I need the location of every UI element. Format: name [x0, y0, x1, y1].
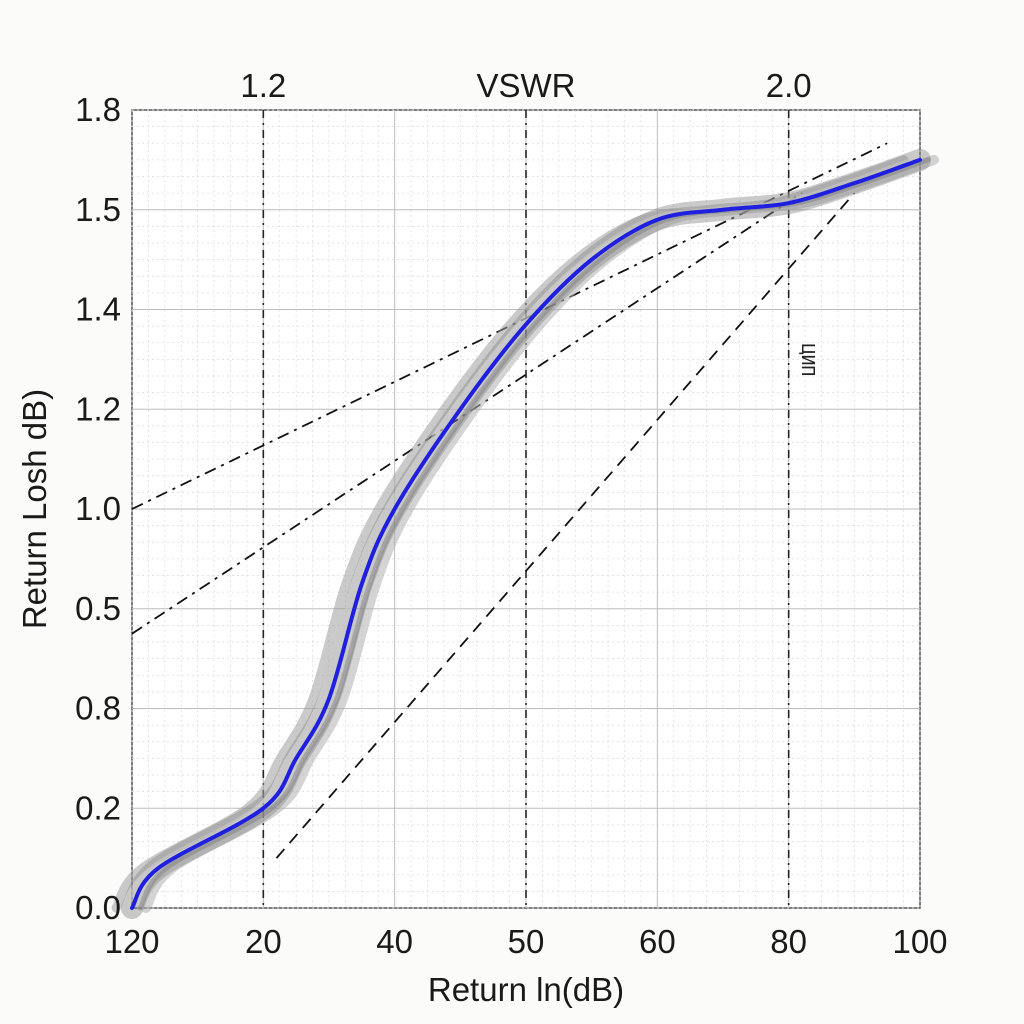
x-tick-labels: 120 20 40 50 60 80 100 [104, 923, 947, 960]
reference-lines [131, 142, 888, 859]
vertical-markers [262, 110, 790, 908]
y-tick-label: 1.0 [75, 490, 121, 527]
x-axis-title: Return ln(dB) [428, 971, 624, 1008]
y-tick-label: 1.8 [75, 91, 121, 128]
x-tick-label: 80 [770, 923, 807, 960]
y-tick-label: 1.2 [75, 390, 121, 427]
series-line [130, 157, 922, 910]
y-tick-label: 0.5 [75, 590, 121, 627]
chart-title: VSWR [477, 67, 576, 104]
x-tick-label: 20 [245, 923, 282, 960]
reference-line [131, 192, 803, 635]
y-tick-label: 0.0 [75, 889, 121, 926]
reference-line [131, 142, 888, 510]
y-axis-title: Return Losh dB) [16, 389, 53, 629]
y-tick-label: 0.8 [75, 690, 121, 727]
x-tick-label: 50 [508, 923, 545, 960]
y-tick-labels: 0.0 0.2 0.8 0.5 1.0 1.2 1.4 1.5 1.8 [75, 91, 121, 926]
top-tick-labels: 1.2 2.0 [240, 67, 811, 104]
marker-annotation: ЦИП [797, 344, 818, 377]
x-tick-label: 40 [376, 923, 413, 960]
top-tick-label: 1.2 [240, 67, 286, 104]
series-lines [130, 157, 922, 910]
y-tick-label: 1.4 [75, 291, 121, 328]
y-tick-label: 1.5 [75, 191, 121, 228]
reference-line [275, 192, 856, 859]
x-tick-label: 60 [639, 923, 676, 960]
x-tick-label: 100 [892, 923, 947, 960]
y-tick-label: 0.2 [75, 789, 121, 826]
x-tick-label: 120 [104, 923, 159, 960]
top-tick-label: 2.0 [766, 67, 812, 104]
